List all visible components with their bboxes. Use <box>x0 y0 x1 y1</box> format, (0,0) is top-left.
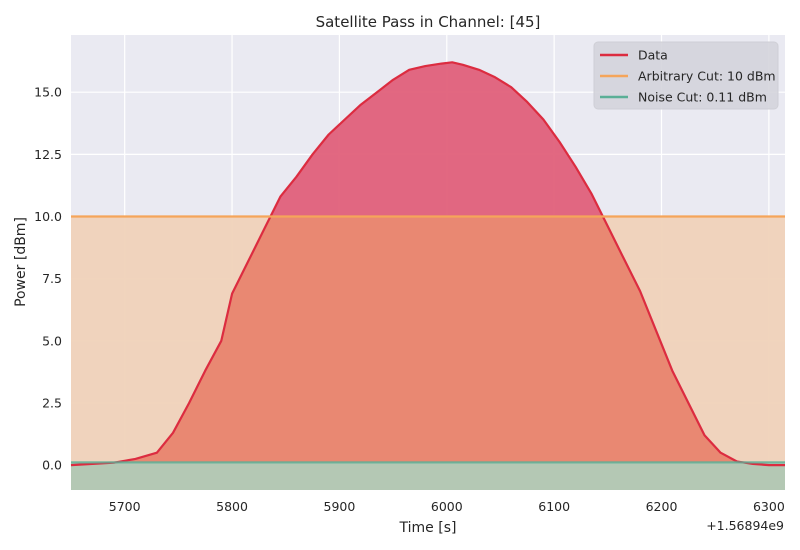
y-axis-ticks: 0.0 2.5 5.0 7.5 10.0 12.5 15.0 <box>34 85 62 473</box>
noise-cut-fill <box>71 462 785 490</box>
x-axis-ticks: 5700 5800 5900 6000 6100 6200 6300 <box>109 499 785 514</box>
x-tick-label: 5900 <box>324 499 356 514</box>
y-axis-label: Power [dBm] <box>13 217 29 307</box>
x-axis-label: Time [s] <box>399 520 457 536</box>
y-tick-label: 2.5 <box>42 395 62 410</box>
data-line <box>70 61 785 467</box>
legend-entry: Data <box>638 48 668 63</box>
legend: Data Arbitrary Cut: 10 dBm Noise Cut: 0.11… <box>593 41 779 110</box>
y-tick-label: 15.0 <box>34 85 62 100</box>
legend-entry: Noise Cut: 0.11 dBm <box>638 90 767 105</box>
x-tick-label: 5800 <box>216 499 248 514</box>
legend-box <box>593 41 779 110</box>
y-tick-label: 5.0 <box>42 333 62 348</box>
legend-entry: Arbitrary Cut: 10 dBm <box>638 69 776 84</box>
data-under-cut-fill <box>71 216 785 490</box>
chart-title: Satellite Pass in Channel: [45] <box>316 13 541 31</box>
x-tick-label: 6200 <box>646 499 678 514</box>
x-axis-offset-label: +1.56894e9 <box>706 518 784 533</box>
x-tick-label: 6000 <box>431 499 463 514</box>
x-tick-label: 6100 <box>538 499 570 514</box>
y-tick-label: 10.0 <box>34 209 62 224</box>
x-tick-label: 6300 <box>753 499 785 514</box>
x-tick-label: 5700 <box>109 499 141 514</box>
y-tick-label: 0.0 <box>42 458 62 473</box>
y-tick-label: 12.5 <box>34 147 62 162</box>
y-tick-label: 7.5 <box>42 271 62 286</box>
plot-area <box>70 35 785 491</box>
